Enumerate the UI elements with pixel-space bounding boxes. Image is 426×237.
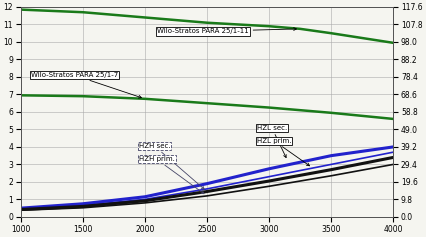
Text: HZL sec.: HZL sec. bbox=[257, 125, 287, 158]
Text: HZH prim.: HZH prim. bbox=[139, 156, 204, 194]
Text: HZH sec.: HZH sec. bbox=[139, 143, 204, 189]
Text: Wilo-Stratos PARA 25/1-11: Wilo-Stratos PARA 25/1-11 bbox=[157, 28, 296, 34]
Text: HZL prim.: HZL prim. bbox=[257, 138, 310, 166]
Text: Wilo-Stratos PARA 25/1-7: Wilo-Stratos PARA 25/1-7 bbox=[31, 72, 141, 98]
